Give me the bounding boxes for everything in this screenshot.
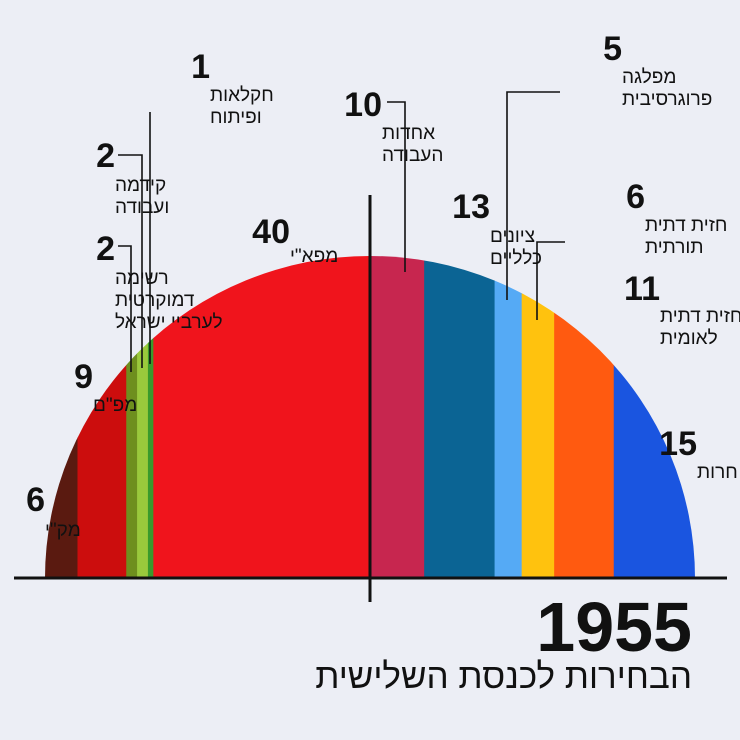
party-name-5-line-0: מפא"י — [290, 246, 338, 267]
chart-title: 1955 — [536, 588, 692, 666]
leader-line-2 — [118, 245, 132, 372]
seat-count-9: 6 — [626, 178, 645, 216]
bar-8 — [494, 256, 523, 578]
seat-count-3: 2 — [96, 137, 115, 175]
leader-line-3 — [118, 154, 143, 368]
party-name-3-line-1: ועבודה — [115, 197, 169, 218]
party-name-10-line-0: חזית דתית — [660, 306, 740, 327]
seat-count-6: 10 — [344, 86, 382, 124]
leader-line-6 — [387, 101, 406, 272]
leader-lines — [118, 91, 565, 372]
party-name-7-line-0: ציונים — [490, 226, 535, 247]
seat-count-0: 6 — [26, 481, 45, 519]
party-name-11-line-0: חרות — [697, 462, 738, 483]
party-name-6-line-1: העבודה — [382, 145, 443, 166]
seat-count-1: 9 — [74, 358, 93, 396]
party-name-2-line-2: לערביי ישראל — [115, 312, 223, 333]
seat-count-11: 15 — [659, 425, 697, 463]
seat-count-2: 2 — [96, 230, 115, 268]
seat-count-4: 1 — [191, 48, 210, 86]
party-name-10-line-1: לאומית — [660, 328, 718, 349]
seat-count-8: 5 — [603, 30, 622, 68]
bar-4 — [147, 256, 154, 578]
party-name-4-line-1: ופיתוח — [210, 107, 262, 128]
leader-line-8 — [506, 91, 560, 300]
party-name-8-line-0: מפלגה — [622, 67, 676, 88]
chart-subtitle: הבחירות לכנסת השלישית — [315, 657, 692, 696]
bar-3 — [137, 256, 149, 578]
seat-count-7: 13 — [452, 188, 490, 226]
party-name-7-line-1: כלליים — [490, 248, 542, 269]
party-name-8-line-1: פרוגרסיבית — [622, 89, 712, 110]
party-name-9-line-0: חזית דתית — [645, 215, 727, 236]
bar-7 — [424, 256, 495, 578]
party-name-2-line-1: דמוקרטית — [115, 290, 195, 311]
party-name-0-line-0: מק"י — [45, 520, 81, 541]
bar-2 — [126, 256, 138, 578]
bar-10 — [554, 256, 615, 578]
party-name-6-line-0: אחדות — [382, 123, 435, 144]
leader-line-9 — [536, 241, 565, 320]
party-name-2-line-0: רשימה — [115, 268, 169, 289]
party-name-3-line-0: קידמה — [115, 175, 166, 196]
seat-count-10: 11 — [624, 270, 660, 308]
seat-count-5: 40 — [252, 213, 290, 251]
party-name-4-line-0: חקלאות — [210, 85, 274, 106]
bar-6 — [370, 256, 425, 578]
bar-9 — [521, 256, 555, 578]
party-name-1-line-0: מפ"ם — [93, 395, 137, 416]
party-name-9-line-1: תורתית — [645, 237, 703, 258]
